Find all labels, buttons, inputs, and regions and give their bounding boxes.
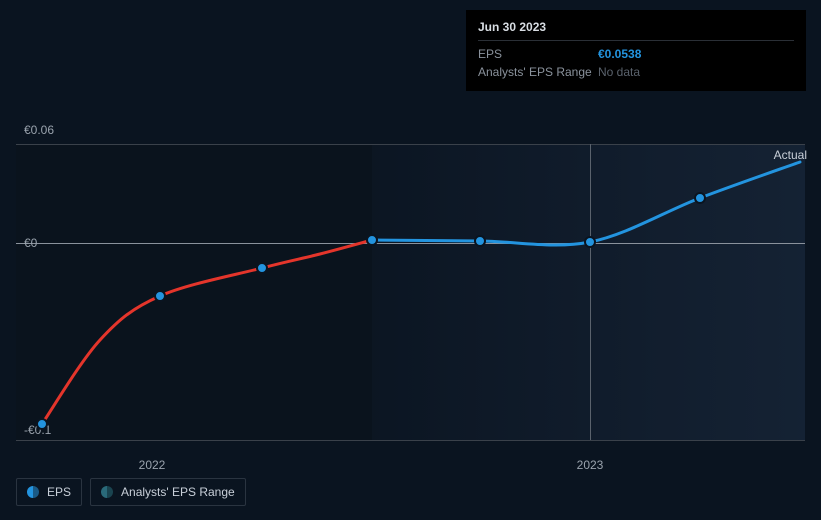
tooltip-value: €0.0538 <box>598 47 641 61</box>
eps-chart: €0.06 €0 -€0.1 2022 2023 Actual Jun 30 2… <box>0 0 821 520</box>
tooltip-row-range: Analysts' EPS Range No data <box>478 63 794 81</box>
legend-item-eps[interactable]: EPS <box>16 478 82 506</box>
tooltip-row-eps: EPS €0.0538 <box>478 45 794 63</box>
tooltip-label: EPS <box>478 47 598 61</box>
tooltip-date: Jun 30 2023 <box>478 20 794 41</box>
legend-label: EPS <box>47 485 71 499</box>
legend-label: Analysts' EPS Range <box>121 485 235 499</box>
legend-swatch <box>27 486 39 498</box>
tooltip-label: Analysts' EPS Range <box>478 65 598 79</box>
legend-swatch <box>101 486 113 498</box>
tooltip-value: No data <box>598 65 640 79</box>
chart-tooltip: Jun 30 2023 EPS €0.0538 Analysts' EPS Ra… <box>466 10 806 91</box>
chart-legend: EPS Analysts' EPS Range <box>16 478 246 506</box>
legend-item-analysts-range[interactable]: Analysts' EPS Range <box>90 478 246 506</box>
